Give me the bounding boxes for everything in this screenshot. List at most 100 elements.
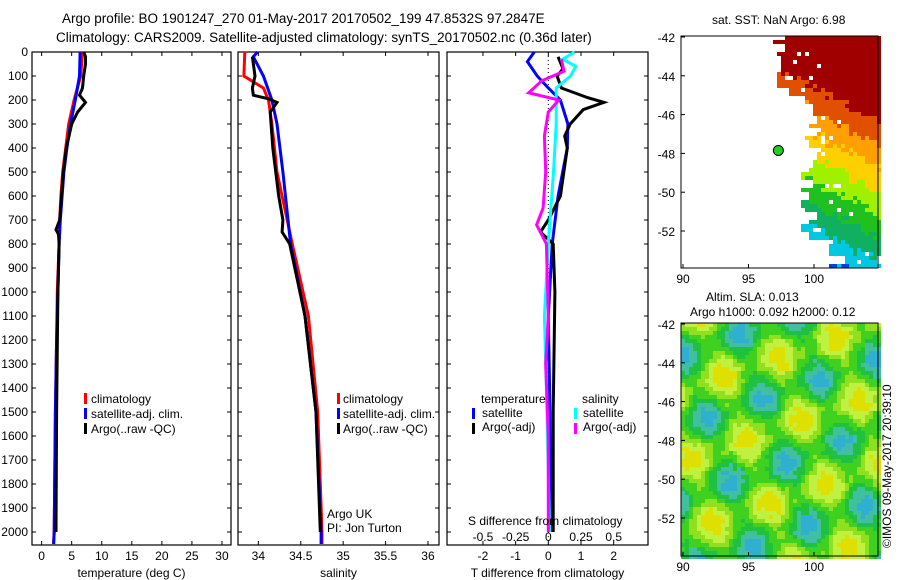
map-cell xyxy=(749,467,753,471)
map-cell xyxy=(861,431,865,435)
map-cell xyxy=(825,220,829,224)
map-cell xyxy=(865,40,869,44)
map-cell xyxy=(737,523,741,527)
map-cell xyxy=(721,507,725,511)
map-cell xyxy=(825,192,829,196)
map-cell xyxy=(853,52,857,56)
map-cell xyxy=(717,535,721,539)
map-cell xyxy=(873,531,877,535)
map-cell xyxy=(697,447,701,451)
map-cell xyxy=(737,375,741,379)
map-cell xyxy=(709,459,713,463)
map-cell xyxy=(765,451,769,455)
map-cell xyxy=(857,375,861,379)
map-cell xyxy=(709,483,713,487)
map-cell xyxy=(725,343,729,347)
map-cell xyxy=(689,483,693,487)
map-cell xyxy=(805,507,809,511)
map-cell xyxy=(769,551,773,555)
map-cell xyxy=(793,475,797,479)
map-cell xyxy=(861,483,865,487)
map-cell xyxy=(877,411,881,415)
map-cell xyxy=(841,483,845,487)
map-cell xyxy=(821,64,825,68)
map-cell xyxy=(777,475,781,479)
map-cell xyxy=(737,407,741,411)
map-cell xyxy=(689,323,693,327)
map-cell xyxy=(833,359,837,363)
map-cell xyxy=(865,543,869,547)
map-cell xyxy=(841,64,845,68)
map-cell xyxy=(725,523,729,527)
map-cell xyxy=(821,331,825,335)
map-cell xyxy=(849,172,853,176)
map-cell xyxy=(737,327,741,331)
map-cell xyxy=(697,451,701,455)
map-cell xyxy=(745,507,749,511)
x-tick-label: 34 xyxy=(252,549,266,563)
map-cell xyxy=(873,132,877,136)
map-cell xyxy=(853,104,857,108)
map-cell xyxy=(753,395,757,399)
map-cell xyxy=(781,519,785,523)
map-cell xyxy=(801,427,805,431)
map-cell xyxy=(809,415,813,419)
map-cell xyxy=(821,419,825,423)
map-cell xyxy=(725,351,729,355)
map-cell xyxy=(749,543,753,547)
map-cell xyxy=(825,519,829,523)
map-cell xyxy=(777,72,781,76)
map-cell xyxy=(857,435,861,439)
map-cell xyxy=(725,543,729,547)
map-cell xyxy=(873,403,877,407)
map-cell xyxy=(773,499,777,503)
map-cell xyxy=(789,391,793,395)
map-cell xyxy=(865,84,869,88)
map-cell xyxy=(841,487,845,491)
map-cell xyxy=(809,459,813,463)
map-cell xyxy=(685,555,689,559)
map-cell xyxy=(857,256,861,260)
map-cell xyxy=(845,164,849,168)
map-cell xyxy=(837,503,841,507)
map-cell xyxy=(729,447,733,451)
map-cell xyxy=(705,551,709,555)
map-cell xyxy=(709,371,713,375)
map-cell xyxy=(853,467,857,471)
map-cell xyxy=(809,419,813,423)
map-cell xyxy=(865,427,869,431)
map-cell xyxy=(729,463,733,467)
map-cell xyxy=(701,471,705,475)
map-cell xyxy=(745,415,749,419)
map-cell xyxy=(801,523,805,527)
map-cell xyxy=(697,375,701,379)
map-cell xyxy=(789,411,793,415)
map-cell xyxy=(697,471,701,475)
map-cell xyxy=(761,487,765,491)
map-cell xyxy=(877,40,881,44)
map-cell xyxy=(821,459,825,463)
map-cell xyxy=(773,455,777,459)
map-cell xyxy=(781,435,785,439)
map-cell xyxy=(701,375,705,379)
map-cell xyxy=(793,363,797,367)
map-cell xyxy=(797,511,801,515)
map-cell xyxy=(825,459,829,463)
map-cell xyxy=(829,44,833,48)
map-cell xyxy=(733,447,737,451)
map-cell xyxy=(845,156,849,160)
map-cell xyxy=(701,359,705,363)
map-cell xyxy=(877,72,881,76)
map-cell xyxy=(817,479,821,483)
map-cell xyxy=(825,347,829,351)
map-cell xyxy=(717,347,721,351)
map-cell xyxy=(721,531,725,535)
map-cell xyxy=(753,523,757,527)
map-cell xyxy=(689,491,693,495)
map-cell xyxy=(773,355,777,359)
map-cell xyxy=(869,443,873,447)
map-cell xyxy=(805,427,809,431)
map-cell xyxy=(857,56,861,60)
map-cell xyxy=(785,547,789,551)
map-cell xyxy=(865,128,869,132)
